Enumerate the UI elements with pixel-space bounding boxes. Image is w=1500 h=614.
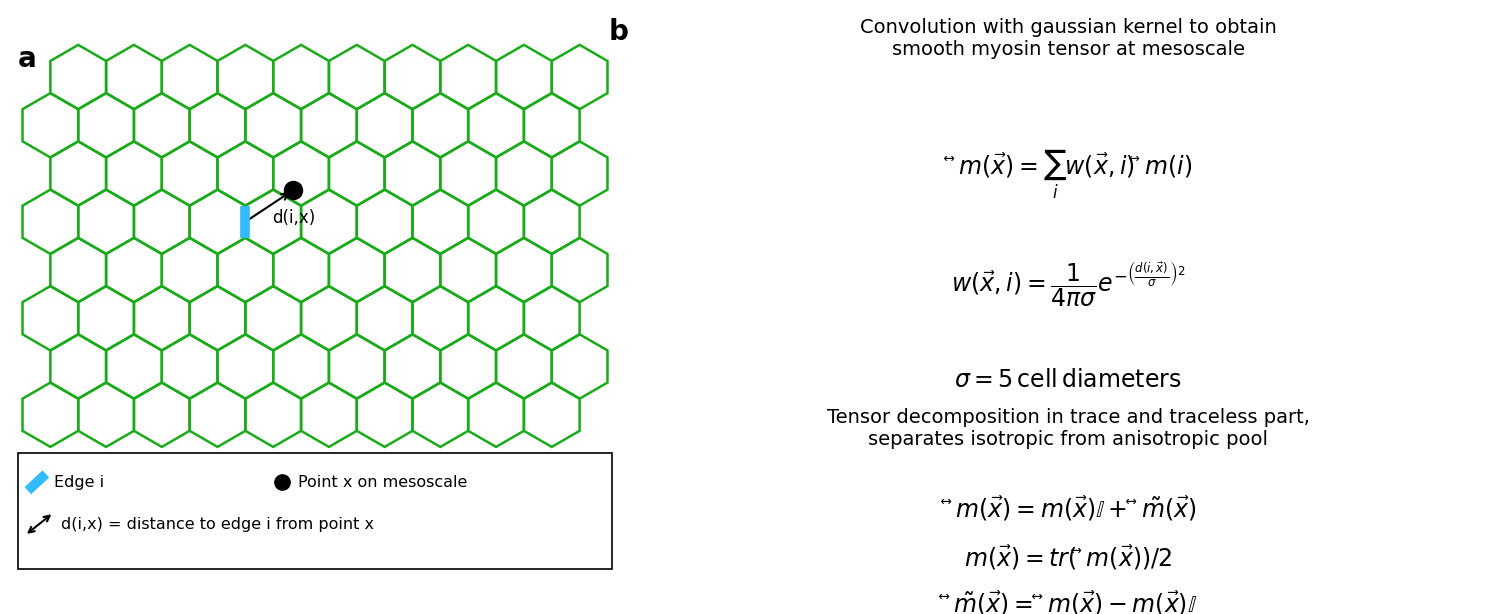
- Text: Tensor decomposition in trace and traceless part,
separates isotropic from aniso: Tensor decomposition in trace and tracel…: [827, 408, 1310, 449]
- Text: Point x on mesoscale: Point x on mesoscale: [297, 475, 466, 490]
- Text: $m(\vec{x}) = tr(\overleftrightarrow{m}(\vec{x}))/2$: $m(\vec{x}) = tr(\overleftrightarrow{m}(…: [964, 543, 1172, 572]
- Text: $\overleftrightarrow{m}(\vec{x}) = m(\vec{x})\mathbb{I} + \overleftrightarrow{\t: $\overleftrightarrow{m}(\vec{x}) = m(\ve…: [939, 494, 1197, 523]
- Text: b: b: [609, 18, 628, 47]
- Text: $\overleftrightarrow{m}(\vec{x}) = \sum_i w(\vec{x},i)\overleftrightarrow{m}(i)$: $\overleftrightarrow{m}(\vec{x}) = \sum_…: [944, 147, 1192, 201]
- Text: d(i,x): d(i,x): [273, 209, 315, 227]
- Text: d(i,x) = distance to edge i from point x: d(i,x) = distance to edge i from point x: [62, 516, 375, 532]
- FancyBboxPatch shape: [18, 453, 612, 569]
- Text: $w(\vec{x},i) = \dfrac{1}{4\pi\sigma}e^{-\left(\frac{d(i,\vec{x})}{\sigma}\right: $w(\vec{x},i) = \dfrac{1}{4\pi\sigma}e^{…: [951, 261, 1185, 310]
- Text: $\overleftrightarrow{\tilde{m}}(\vec{x}) = \overleftrightarrow{m}(\vec{x}) - m(\: $\overleftrightarrow{\tilde{m}}(\vec{x})…: [939, 589, 1197, 614]
- Text: Edge i: Edge i: [54, 475, 104, 490]
- Text: Convolution with gaussian kernel to obtain
smooth myosin tensor at mesoscale: Convolution with gaussian kernel to obta…: [859, 18, 1276, 60]
- Text: $\sigma = 5\,\mathrm{cell\,diameters}$: $\sigma = 5\,\mathrm{cell\,diameters}$: [954, 368, 1182, 392]
- Text: a: a: [18, 45, 38, 73]
